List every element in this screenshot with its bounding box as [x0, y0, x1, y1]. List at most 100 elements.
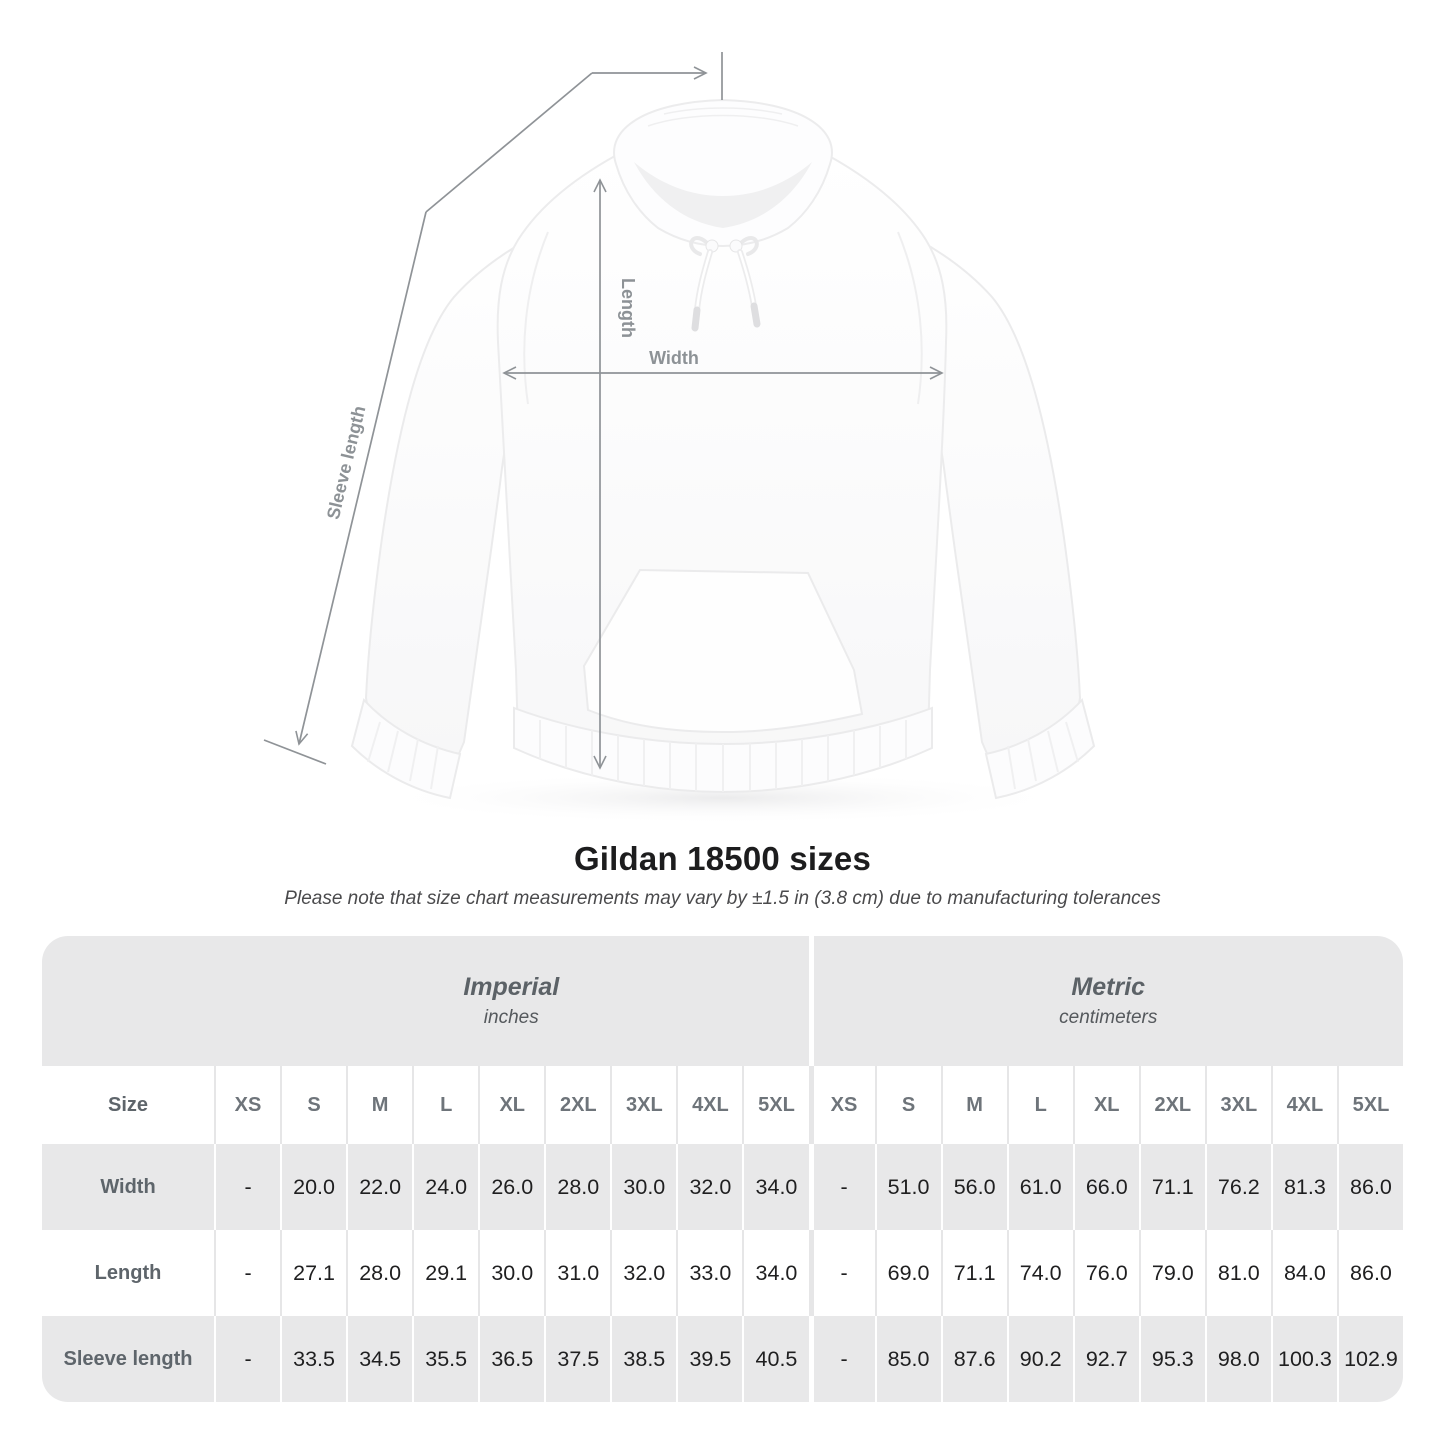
value-cell-imperial: -: [214, 1316, 280, 1402]
value-cell-imperial: 33.5: [280, 1316, 346, 1402]
col-header-metric-xs: XS: [808, 1066, 875, 1144]
value-cell-metric: 85.0: [874, 1316, 941, 1402]
value-cell-imperial: 30.0: [610, 1144, 676, 1230]
sleeve-bottom-tick: [263, 739, 327, 765]
col-header-metric-2xl: 2XL: [1138, 1066, 1205, 1144]
col-header-metric-l: L: [1006, 1066, 1073, 1144]
value-cell-metric: -: [808, 1316, 875, 1402]
value-cell-metric: 79.0: [1138, 1230, 1205, 1316]
col-header-imperial-3xl: 3XL: [610, 1066, 677, 1144]
value-cell-metric: 84.0: [1270, 1230, 1337, 1316]
value-cell-imperial: 24.0: [412, 1144, 478, 1230]
value-cell-imperial: 34.5: [346, 1316, 412, 1402]
value-cell-imperial: -: [214, 1144, 280, 1230]
value-cell-metric: 95.3: [1138, 1316, 1205, 1402]
drawstring-loop-right: [740, 236, 759, 256]
hood-gathers: [647, 107, 799, 127]
value-cell-metric: 81.3: [1270, 1144, 1337, 1230]
width-label: Width: [649, 348, 699, 368]
col-header-imperial-xs: XS: [214, 1066, 281, 1144]
right-sleeve: [813, 196, 1082, 758]
value-cell-metric: 98.0: [1204, 1316, 1271, 1402]
hoodie-illustration: [350, 98, 1096, 824]
value-cell-imperial: 36.5: [478, 1316, 544, 1402]
value-cell-metric: 69.0: [874, 1230, 941, 1316]
value-cell-metric: 76.2: [1204, 1144, 1271, 1230]
value-cell-imperial: 28.0: [346, 1230, 413, 1316]
col-header-imperial-m: M: [346, 1066, 413, 1144]
value-cell-metric: 92.7: [1072, 1316, 1139, 1402]
col-header-metric-xl: XL: [1072, 1066, 1139, 1144]
value-cell-metric: 61.0: [1006, 1144, 1073, 1230]
metric-section-header: Metric centimeters: [808, 936, 1404, 1066]
value-cell-metric: 87.6: [940, 1316, 1007, 1402]
col-header-imperial-4xl: 4XL: [676, 1066, 743, 1144]
value-cell-imperial: 37.5: [544, 1316, 610, 1402]
kangaroo-pocket: [582, 568, 864, 734]
col-header-imperial-5xl: 5XL: [742, 1066, 809, 1144]
size-table-grid: Imperial inches Metric centimeters Size X…: [42, 936, 1403, 1402]
value-cell-imperial: 30.0: [478, 1230, 545, 1316]
value-cell-imperial: 28.0: [544, 1144, 610, 1230]
col-header-imperial-l: L: [412, 1066, 479, 1144]
value-cell-imperial: 27.1: [280, 1230, 347, 1316]
value-cell-metric: 86.0: [1336, 1230, 1403, 1316]
ground-shadow: [373, 772, 1073, 824]
length-label: Length: [618, 278, 638, 338]
value-cell-metric: 71.1: [940, 1230, 1007, 1316]
drawstring-loop-left: [689, 236, 708, 256]
value-cell-imperial: 29.1: [412, 1230, 479, 1316]
value-cell-metric: 100.3: [1270, 1316, 1337, 1402]
value-cell-imperial: 32.0: [676, 1144, 742, 1230]
col-header-metric-5xl: 5XL: [1336, 1066, 1403, 1144]
value-cell-metric: 102.9: [1336, 1316, 1403, 1402]
value-cell-imperial: 31.0: [544, 1230, 611, 1316]
value-cell-metric: 71.1: [1138, 1144, 1205, 1230]
drawstring-knot: [729, 239, 743, 253]
value-cell-metric: -: [808, 1230, 875, 1316]
size-column-header: Size: [42, 1066, 214, 1144]
value-cell-imperial: -: [214, 1230, 281, 1316]
row-label-length: Length: [42, 1230, 214, 1316]
drawstring-aglet: [750, 302, 761, 328]
col-header-imperial-s: S: [280, 1066, 347, 1144]
sleeve-length-label: Sleeve length: [323, 404, 370, 522]
drawstring-aglet: [691, 306, 701, 332]
hoodie-measurement-diagram: Width Length Sleeve length: [263, 52, 1096, 824]
col-header-metric-m: M: [940, 1066, 1007, 1144]
size-table: Imperial inches Metric centimeters Size X…: [42, 936, 1403, 1402]
value-cell-metric: 90.2: [1006, 1316, 1073, 1402]
value-cell-imperial: 40.5: [742, 1316, 808, 1402]
row-label-sleeve-length: Sleeve length: [63, 1347, 193, 1370]
value-cell-metric: 81.0: [1204, 1230, 1271, 1316]
hood-opening: [634, 162, 812, 228]
value-cell-metric: -: [808, 1144, 875, 1230]
value-cell-imperial: 33.0: [676, 1230, 743, 1316]
imperial-section-header: Imperial inches: [214, 936, 809, 1066]
metric-section-unit: centimeters: [1059, 1007, 1158, 1028]
sleeve-length-line: [295, 211, 427, 746]
imperial-section-unit: inches: [483, 1007, 539, 1028]
value-cell-imperial: 34.0: [742, 1230, 809, 1316]
value-cell-imperial: 35.5: [412, 1316, 478, 1402]
value-cell-metric: 86.0: [1336, 1144, 1403, 1230]
col-header-imperial-2xl: 2XL: [544, 1066, 611, 1144]
metric-section-title: Metric: [1071, 973, 1146, 1001]
value-cell-imperial: 34.0: [742, 1144, 808, 1230]
col-header-imperial-xl: XL: [478, 1066, 545, 1144]
value-cell-metric: 66.0: [1072, 1144, 1139, 1230]
col-header-metric-s: S: [874, 1066, 941, 1144]
value-cell-metric: 51.0: [874, 1144, 941, 1230]
value-cell-imperial: 39.5: [676, 1316, 742, 1402]
col-header-metric-3xl: 3XL: [1204, 1066, 1271, 1144]
band-corner-spacer: [42, 936, 214, 1066]
value-cell-imperial: 38.5: [610, 1316, 676, 1402]
value-cell-metric: 76.0: [1072, 1230, 1139, 1316]
value-cell-imperial: 32.0: [610, 1230, 677, 1316]
page-title: Gildan 18500 sizes: [573, 840, 872, 877]
value-cell-metric: 56.0: [940, 1144, 1007, 1230]
left-sleeve: [364, 196, 633, 758]
row-label-width: Width: [100, 1175, 156, 1198]
dimension-lines: [263, 52, 944, 770]
value-cell-imperial: 20.0: [280, 1144, 346, 1230]
